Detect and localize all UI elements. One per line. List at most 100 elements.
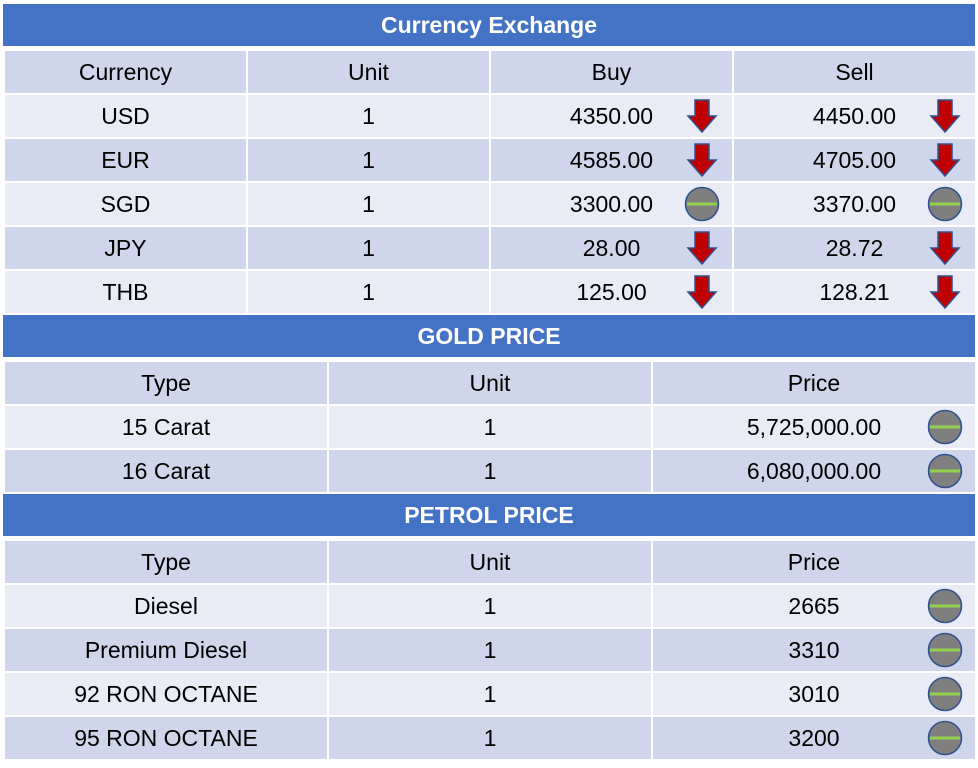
price-board: Currency Exchange Currency Unit Buy Sell… — [3, 4, 977, 761]
sell-cell: 4450.00 — [732, 93, 977, 139]
table-row: THB 1 125.00 128.21 — [3, 269, 977, 315]
column-header-currency: Currency — [3, 49, 248, 95]
unchanged-icon — [927, 676, 963, 712]
table-row: EUR 1 4585.00 4705.00 — [3, 137, 977, 183]
unit-value: 1 — [327, 627, 653, 673]
petrol-price-title: PETROL PRICE — [3, 494, 975, 539]
unchanged-icon — [927, 588, 963, 624]
price-cell: 2665 — [651, 583, 977, 629]
sell-cell: 128.21 — [732, 269, 977, 315]
unchanged-icon — [927, 453, 963, 489]
petrol-header-row: Type Unit Price — [3, 539, 977, 585]
price-value: 2665 — [788, 592, 840, 619]
unchanged-icon — [927, 720, 963, 756]
currency-exchange-title: Currency Exchange — [3, 4, 975, 49]
price-value: 6,080,000.00 — [746, 457, 882, 484]
buy-cell: 4350.00 — [489, 93, 734, 139]
buy-value: 4350.00 — [569, 102, 654, 129]
unit-value: 1 — [246, 93, 491, 139]
column-header-price: Price — [651, 539, 977, 585]
down-arrow-icon — [684, 98, 720, 134]
gold-header-row: Type Unit Price — [3, 360, 977, 406]
sell-value: 128.21 — [819, 278, 890, 305]
column-header-type: Type — [3, 360, 329, 406]
petrol-type: Diesel — [3, 583, 329, 629]
table-row: 92 RON OCTANE 1 3010 — [3, 671, 977, 717]
buy-cell: 4585.00 — [489, 137, 734, 183]
gold-type: 15 Carat — [3, 404, 329, 450]
down-arrow-icon — [684, 142, 720, 178]
petrol-type: Premium Diesel — [3, 627, 329, 673]
column-header-type: Type — [3, 539, 329, 585]
table-row: 16 Carat 1 6,080,000.00 — [3, 448, 977, 494]
price-cell: 3310 — [651, 627, 977, 673]
gold-table: Type Unit Price 15 Carat 1 5,725,000.00 … — [3, 360, 977, 494]
table-row: JPY 1 28.00 28.72 — [3, 225, 977, 271]
sell-cell: 4705.00 — [732, 137, 977, 183]
down-arrow-icon — [927, 98, 963, 134]
down-arrow-icon — [684, 230, 720, 266]
column-header-unit: Unit — [246, 49, 491, 95]
table-row: 95 RON OCTANE 1 3200 — [3, 715, 977, 761]
unit-value: 1 — [246, 181, 491, 227]
gold-type: 16 Carat — [3, 448, 329, 494]
currency-code: JPY — [3, 225, 248, 271]
table-row: SGD 1 3300.00 3370.00 — [3, 181, 977, 227]
table-row: Premium Diesel 1 3310 — [3, 627, 977, 673]
column-header-unit: Unit — [327, 539, 653, 585]
price-value: 3200 — [788, 724, 840, 751]
down-arrow-icon — [927, 274, 963, 310]
sell-value: 3370.00 — [812, 190, 897, 217]
unit-value: 1 — [246, 269, 491, 315]
unchanged-icon — [927, 632, 963, 668]
unchanged-icon — [927, 186, 963, 222]
table-row: Diesel 1 2665 — [3, 583, 977, 629]
down-arrow-icon — [927, 142, 963, 178]
column-header-buy: Buy — [489, 49, 734, 95]
unit-value: 1 — [246, 225, 491, 271]
sell-value: 28.72 — [825, 234, 884, 261]
price-cell: 3200 — [651, 715, 977, 761]
down-arrow-icon — [927, 230, 963, 266]
price-value: 3310 — [788, 636, 840, 663]
buy-cell: 28.00 — [489, 225, 734, 271]
buy-value: 125.00 — [576, 278, 647, 305]
petrol-type: 95 RON OCTANE — [3, 715, 329, 761]
currency-header-row: Currency Unit Buy Sell — [3, 49, 977, 95]
unit-value: 1 — [327, 715, 653, 761]
currency-code: EUR — [3, 137, 248, 183]
unchanged-icon — [684, 186, 720, 222]
price-cell: 3010 — [651, 671, 977, 717]
currency-code: THB — [3, 269, 248, 315]
price-cell: 5,725,000.00 — [651, 404, 977, 450]
down-arrow-icon — [684, 274, 720, 310]
unit-value: 1 — [327, 448, 653, 494]
unit-value: 1 — [327, 671, 653, 717]
petrol-table: Type Unit Price Diesel 1 2665 Premium Di… — [3, 539, 977, 761]
petrol-type: 92 RON OCTANE — [3, 671, 329, 717]
buy-cell: 3300.00 — [489, 181, 734, 227]
buy-value: 4585.00 — [569, 146, 654, 173]
table-row: 15 Carat 1 5,725,000.00 — [3, 404, 977, 450]
buy-value: 3300.00 — [569, 190, 654, 217]
price-value: 5,725,000.00 — [746, 413, 882, 440]
buy-cell: 125.00 — [489, 269, 734, 315]
unchanged-icon — [927, 409, 963, 445]
buy-value: 28.00 — [582, 234, 641, 261]
price-cell: 6,080,000.00 — [651, 448, 977, 494]
column-header-price: Price — [651, 360, 977, 406]
currency-code: USD — [3, 93, 248, 139]
currency-code: SGD — [3, 181, 248, 227]
gold-price-title: GOLD PRICE — [3, 315, 975, 360]
column-header-sell: Sell — [732, 49, 977, 95]
unit-value: 1 — [327, 404, 653, 450]
sell-cell: 28.72 — [732, 225, 977, 271]
unit-value: 1 — [327, 583, 653, 629]
currency-table: Currency Unit Buy Sell USD 1 4350.00 445… — [3, 49, 977, 315]
sell-cell: 3370.00 — [732, 181, 977, 227]
unit-value: 1 — [246, 137, 491, 183]
sell-value: 4705.00 — [812, 146, 897, 173]
price-value: 3010 — [788, 680, 840, 707]
table-row: USD 1 4350.00 4450.00 — [3, 93, 977, 139]
column-header-unit: Unit — [327, 360, 653, 406]
